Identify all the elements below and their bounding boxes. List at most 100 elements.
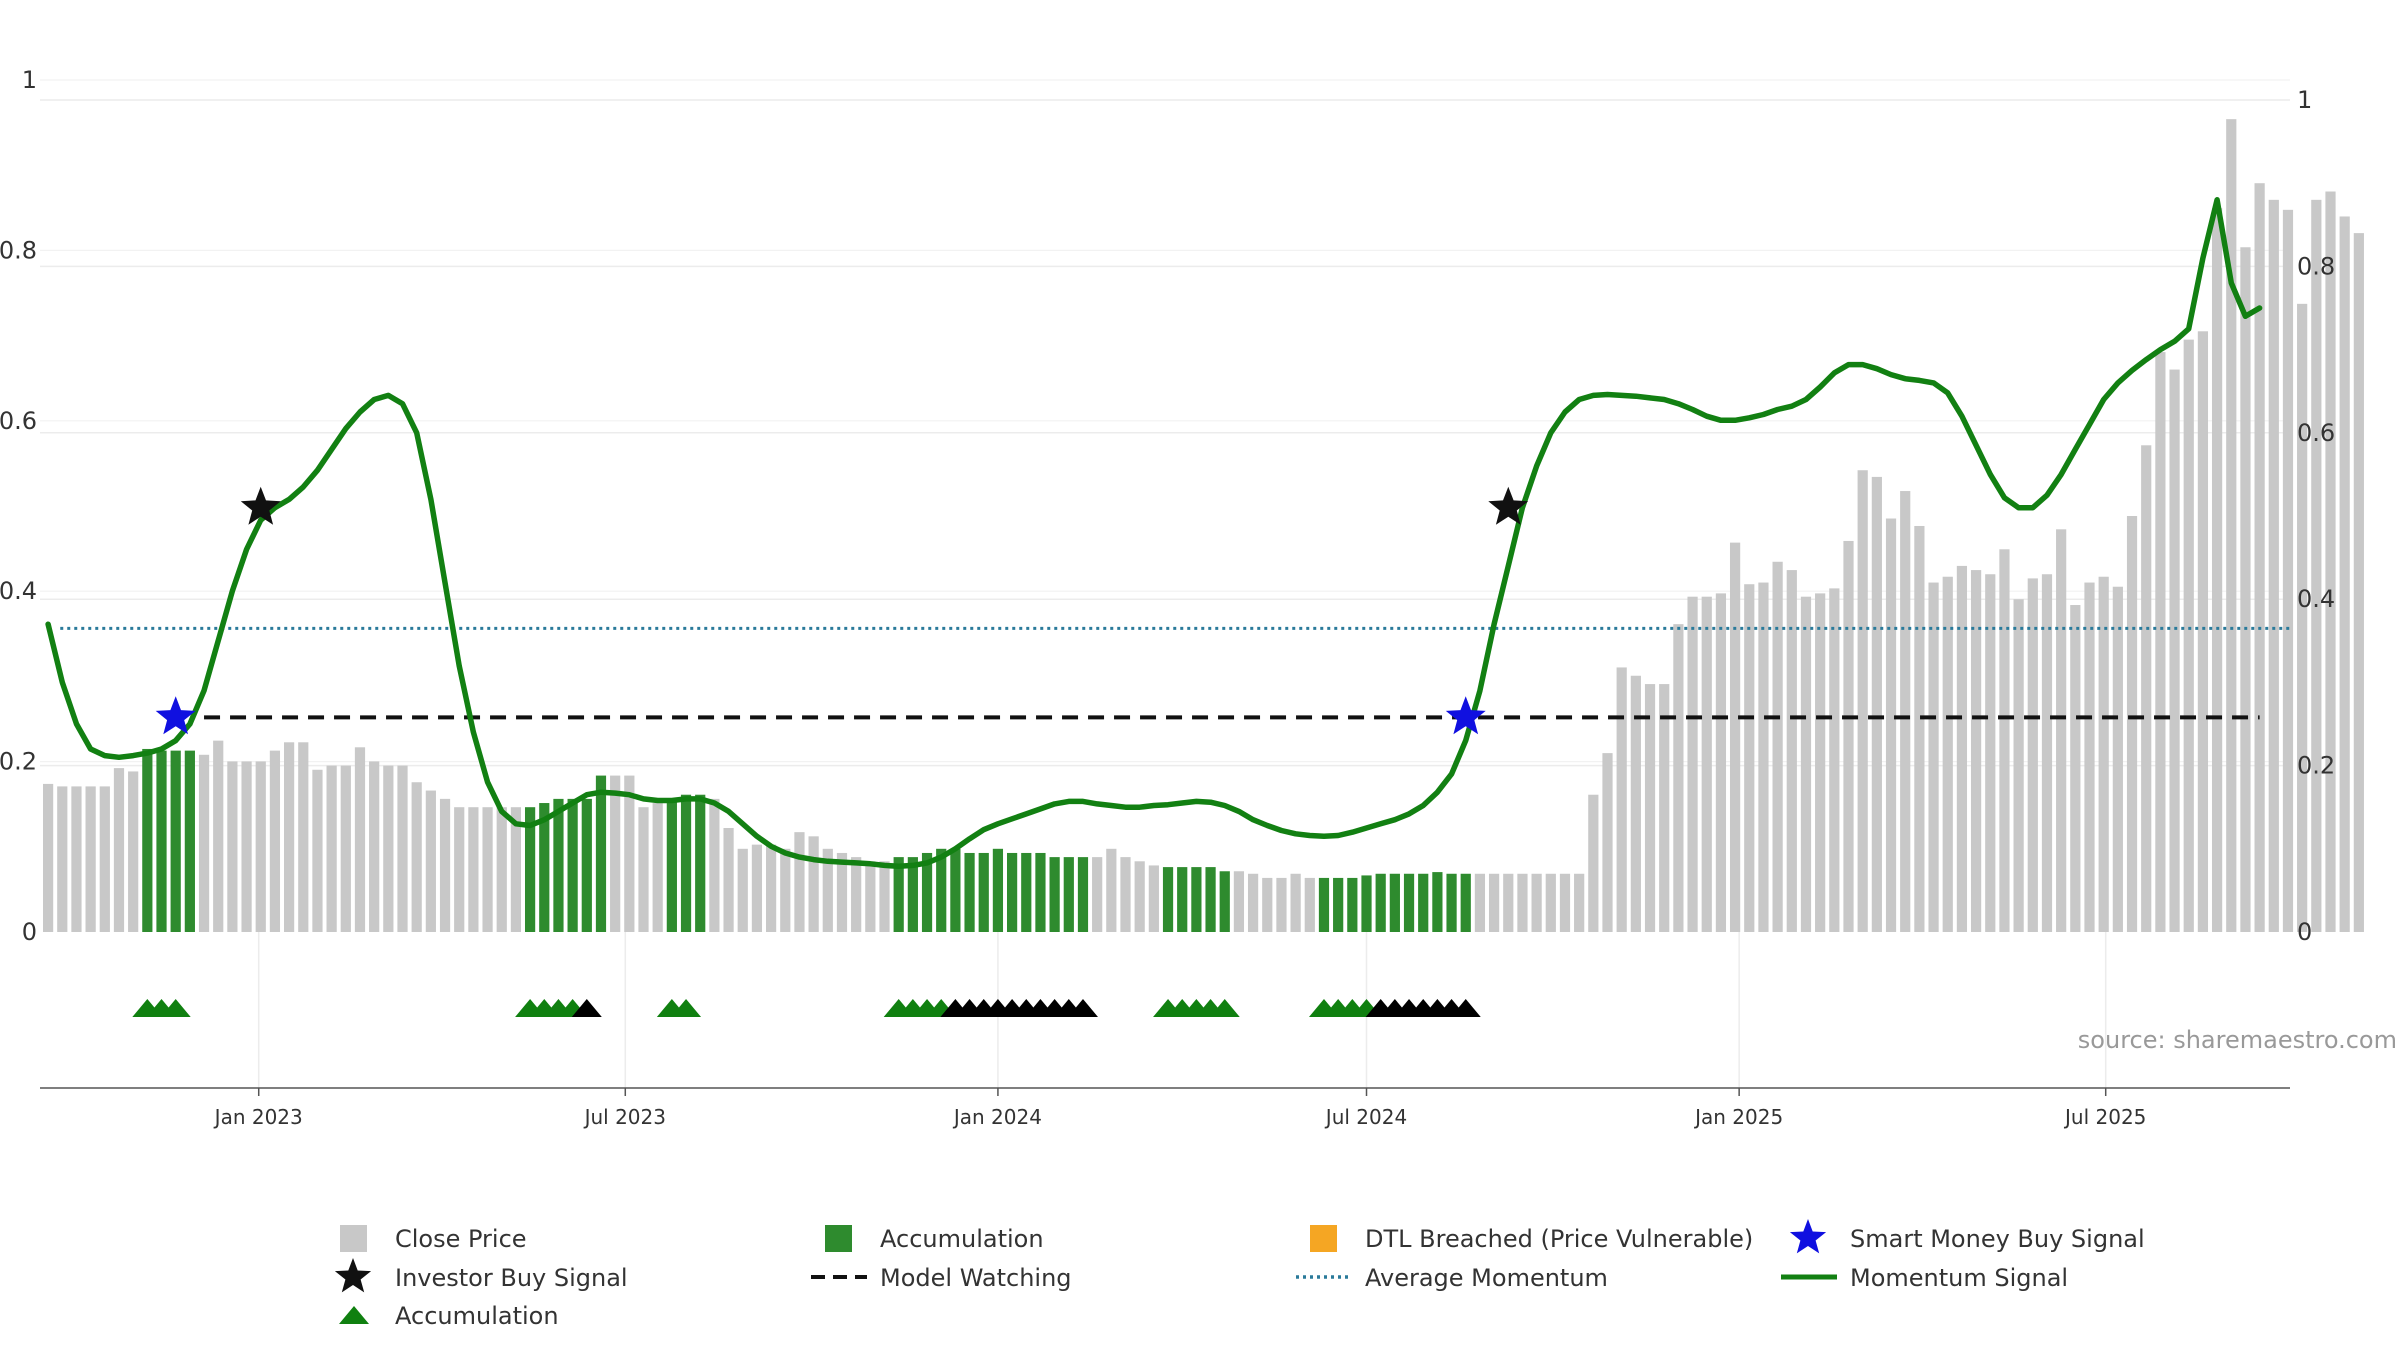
close-price-bar — [1630, 675, 1641, 932]
signal-markers — [155, 486, 1529, 735]
close-price-bar — [2126, 516, 2138, 932]
close-price-bar — [2155, 352, 2166, 932]
close-price-bar — [851, 857, 862, 932]
x-tick-label: Jan 2024 — [952, 1105, 1042, 1129]
accumulation-bar — [992, 848, 1004, 932]
close-price-bar — [57, 786, 68, 932]
legend-label: Investor Buy Signal — [395, 1264, 628, 1292]
signal-lines — [45, 197, 2290, 870]
accumulation-bar — [553, 798, 564, 932]
close-price-bar — [326, 765, 337, 932]
close-price-bar — [822, 848, 833, 932]
close-price-bar — [312, 769, 323, 932]
accumulation-bar — [695, 794, 706, 932]
close-price-bar — [354, 747, 366, 932]
close-price-bar — [2325, 191, 2336, 932]
close-price-bar — [1815, 593, 1826, 932]
accumulation-bar — [1375, 873, 1386, 932]
close-price-bar — [1276, 877, 1287, 932]
y-right-tick-label: 0.4 — [2297, 585, 2335, 613]
legend-label: Accumulation — [880, 1225, 1044, 1253]
y-left-tick-label: 0.8 — [0, 236, 37, 264]
close-price-bar — [411, 782, 422, 932]
close-price-bar — [283, 742, 295, 932]
close-price-bar — [1106, 848, 1117, 932]
close-price-bar — [496, 807, 507, 932]
y-left-tick-label: 0.2 — [0, 748, 37, 776]
legend-entry: Accumulation — [339, 1302, 559, 1330]
accumulation-bar — [1432, 872, 1443, 932]
close-price-bar — [482, 807, 493, 932]
close-price-bar — [2282, 209, 2294, 933]
accumulation-bar — [1418, 873, 1429, 932]
close-price-bar — [1871, 476, 1882, 932]
axes: Jan 2023 Jul 2023 Jan 2024 Jul 2024 Jan 2025… — [0, 66, 2335, 1129]
close-price-bar — [1715, 593, 1727, 932]
accumulation-triangle — [671, 999, 702, 1017]
accumulation-triangle — [1067, 999, 1098, 1017]
accumulation-bar — [1021, 852, 1032, 932]
legend-entry: Model Watching — [811, 1264, 1072, 1292]
close-price-bar — [2240, 247, 2251, 932]
close-price-bar — [2339, 216, 2350, 933]
y-right-tick-label: 0.6 — [2297, 419, 2335, 447]
close-price-bar — [1531, 873, 1542, 932]
close-price-bar — [1956, 565, 1968, 932]
accumulation-bar — [170, 750, 181, 932]
accumulation-bar — [907, 857, 918, 932]
close-price-bar — [723, 828, 734, 932]
investor-buy-star — [240, 486, 281, 525]
close-price-bar — [241, 761, 252, 932]
source-label: source: sharemaestro.com — [2078, 1026, 2397, 1054]
close-price-bar — [2098, 576, 2109, 932]
close-price-bar — [1772, 561, 1783, 932]
close-price-bar — [1786, 570, 1797, 932]
accumulation-bar — [1333, 877, 1344, 932]
close-price-bar — [2183, 339, 2194, 933]
close-price-bar — [1574, 873, 1585, 932]
close-price-bar — [1602, 753, 1613, 932]
accumulation-bar — [666, 798, 677, 932]
legend-entry: Close Price — [340, 1225, 527, 1253]
close-price-bar — [765, 844, 777, 932]
close-price-bar — [198, 754, 210, 932]
legend-accumulation-swatch — [825, 1225, 852, 1252]
close-price-bar — [85, 786, 96, 932]
y-right-tick-label: 0.2 — [2297, 752, 2335, 780]
accumulation-bar — [1219, 871, 1230, 932]
close-price-bar — [836, 852, 848, 932]
accumulation-bar — [1347, 877, 1358, 932]
investor-buy-star — [1488, 486, 1529, 525]
close-price-bar — [397, 765, 408, 932]
close-price-bar — [1800, 596, 1812, 932]
close-price-bar — [2353, 233, 2364, 932]
accumulation-bar — [1049, 857, 1060, 932]
close-price-bar — [99, 786, 110, 932]
close-price-bar — [1545, 873, 1556, 932]
close-price-bar — [1970, 570, 1982, 932]
close-price-bar — [1503, 873, 1514, 932]
x-tick-label: Jul 2023 — [583, 1105, 666, 1129]
accumulation-bar — [1063, 857, 1074, 932]
close-price-bar — [71, 786, 82, 932]
y-left-tick-label: 0.6 — [0, 407, 37, 435]
close-price-bar — [128, 771, 139, 932]
close-price-bar — [113, 768, 125, 932]
accumulation-bar — [1446, 873, 1457, 932]
close-price-bar — [2070, 605, 2081, 932]
close-price-bar — [1233, 871, 1245, 932]
close-price-bar — [340, 765, 351, 932]
close-price-bar — [610, 775, 621, 932]
x-tick-label: Jan 2023 — [213, 1105, 303, 1129]
close-price-bar — [2226, 119, 2237, 933]
close-price-bar — [1701, 596, 1712, 932]
close-price-bar — [1092, 857, 1103, 932]
legend-close-price-swatch — [340, 1225, 367, 1252]
close-price-bar — [255, 761, 266, 932]
close-price-bar — [709, 798, 720, 932]
accumulation-bar — [1077, 857, 1089, 932]
legend-entry: Smart Money Buy Signal — [1789, 1219, 2145, 1254]
accumulation-bar — [964, 852, 975, 932]
close-price-bar — [1758, 582, 1769, 932]
